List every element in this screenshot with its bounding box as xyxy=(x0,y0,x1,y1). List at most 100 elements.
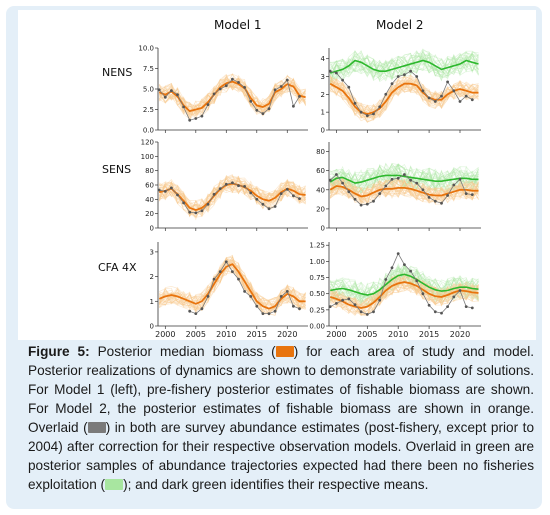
model-1-nens-posterior-realization xyxy=(158,75,306,114)
model-2-cfa-4x-survey-point xyxy=(347,297,351,301)
model-1-sens-ytick-label: 80 xyxy=(145,167,154,175)
model-2-sens-survey-point xyxy=(446,194,449,197)
model-2-cfa-4x-survey-point xyxy=(378,298,382,302)
model-2-sens-no-fishing-sample xyxy=(329,168,479,189)
model-2-cfa-4x-ytick-label: 0.25 xyxy=(309,306,325,314)
model-1-sens-survey-point xyxy=(163,190,167,193)
model-2-nens-posterior-realization xyxy=(329,80,479,122)
model-1-sens-survey-point xyxy=(255,197,259,201)
model-1-cfa-4x-posterior-realization xyxy=(158,256,306,309)
model-2-sens-survey-point xyxy=(415,181,419,185)
model-2-sens-no-fishing-sample xyxy=(329,163,479,196)
model-2-sens-survey-point xyxy=(464,192,468,196)
model-2-sens-ytick-label: 20 xyxy=(316,205,325,213)
model-1-sens-survey-point xyxy=(285,187,289,191)
model-2-nens-no-fishing-sample xyxy=(329,50,479,81)
model-1-cfa-4x-posterior-realization xyxy=(159,259,306,313)
col-title-model2: Model 2 xyxy=(376,18,424,32)
model-1-cfa-4x-survey-point xyxy=(279,295,283,298)
model-2-cfa-4x-survey-point xyxy=(335,302,338,305)
model-1-cfa-4x-ytick-label: 3 xyxy=(150,248,154,256)
model-1-nens-survey-point xyxy=(176,93,179,97)
model-1-sens-posterior-realization xyxy=(159,182,306,213)
x-tick-label-2000: 2000 xyxy=(155,330,175,339)
model-2-nens-no-fishing-sample xyxy=(330,49,479,80)
model-2-cfa-4x-survey-point xyxy=(470,306,474,310)
model-2-sens-survey-point xyxy=(396,176,400,180)
model-2-sens-survey-point xyxy=(335,173,338,176)
model-1-nens-survey-point xyxy=(212,92,216,96)
model-2-nens-posterior-realization xyxy=(330,77,479,120)
model-1-nens-survey-point xyxy=(218,87,222,91)
model-2-nens-ytick-label: 2 xyxy=(321,91,325,99)
model-2-sens-survey-point xyxy=(458,177,462,181)
model-2-cfa-4x-survey-point xyxy=(365,313,369,316)
model-2-cfa-4x-survey-point xyxy=(446,305,449,308)
model-1-cfa-4x-survey-point xyxy=(292,304,295,308)
model-2-sens-survey-point xyxy=(403,173,406,176)
model-2-nens-survey-point xyxy=(328,69,332,73)
caption-text-3: ) in both are survey abundance estimates… xyxy=(28,420,535,492)
model-2-cfa-4x-ytick-label: 0.00 xyxy=(309,323,325,331)
model-2-sens-survey-point xyxy=(353,197,357,201)
model-1-sens-ytick-label: 20 xyxy=(145,210,154,218)
model-2-sens-posterior-realization xyxy=(329,178,479,205)
model-2-sens-ytick-label: 0 xyxy=(321,225,325,233)
model-2-nens-survey-point xyxy=(452,89,456,93)
model-2-nens-no-fishing-sample xyxy=(330,53,479,82)
model-1-nens-ytick-label: 2.5 xyxy=(143,106,154,114)
model-1-sens-survey-point xyxy=(170,186,173,190)
model-1-nens-ytick-label: 10.0 xyxy=(138,45,154,53)
model-2-cfa-4x-no-fishing-sample xyxy=(330,267,479,301)
model-2-cfa-4x-no-fishing-sample xyxy=(330,266,479,305)
row-label-sens: SENS xyxy=(102,163,132,176)
model-2-sens-no-fishing-sample xyxy=(330,163,479,193)
model-1-sens-survey-point xyxy=(224,182,228,186)
model-1-cfa-4x-posterior-realization xyxy=(158,256,306,316)
model-1-sens-posterior-realization xyxy=(158,176,306,221)
model-2-nens-survey-point xyxy=(421,89,425,93)
model-2-nens-no-fishing-sample xyxy=(329,54,479,78)
figure-caption: Figure 5: Posterior median biomass () fo… xyxy=(28,342,534,494)
model-2-cfa-4x-median-line xyxy=(329,281,479,309)
orange-swatch xyxy=(275,346,294,357)
model-2-sens-no-fishing-sample xyxy=(330,162,479,194)
model-1-nens-survey-point xyxy=(188,118,192,122)
model-1-sens-survey-point xyxy=(261,202,265,206)
model-2-cfa-4x-posterior-realization xyxy=(329,277,479,317)
model-2-sens-survey-point xyxy=(384,184,388,188)
x-tick-label-2015: 2015 xyxy=(247,330,267,339)
model-1-nens-survey-point xyxy=(298,95,301,98)
model-1-nens-survey-point xyxy=(231,77,234,81)
model-2-cfa-4x-survey-point xyxy=(415,279,419,283)
model-2-cfa-4x-no-fishing-sample xyxy=(329,265,479,302)
x-tick-label-2020: 2020 xyxy=(450,330,470,339)
model-2-nens-survey-point xyxy=(378,105,382,109)
model-2-nens-posterior-realization xyxy=(329,76,479,119)
model-2-cfa-4x-posterior-realization xyxy=(330,283,479,316)
model-1-sens-survey-point xyxy=(188,210,192,214)
model-2-cfa-4x-survey-point xyxy=(396,252,400,256)
model-2-cfa-4x-survey-point xyxy=(403,263,406,266)
model-2-cfa-4x-ytick-label: 0.75 xyxy=(309,274,325,282)
x-tick-label-2005: 2005 xyxy=(357,330,377,339)
model-1-nens-posterior-realization xyxy=(158,80,306,114)
model-1-sens-survey-point xyxy=(182,201,186,205)
model-2-nens-no-fishing-sample xyxy=(329,48,479,80)
model-1-cfa-4x-survey-point xyxy=(237,277,240,281)
model-1-sens-survey-point xyxy=(212,192,216,196)
model-2-nens-survey-point xyxy=(464,94,468,98)
model-2-cfa-4x-posterior-realization xyxy=(330,275,479,313)
model-1-sens-survey-point xyxy=(218,187,222,191)
model-2-sens-no-fishing-sample xyxy=(330,163,479,193)
model-1-sens-ytick-label: 100 xyxy=(141,153,154,161)
model-2-sens-no-fishing-sample xyxy=(329,164,479,192)
model-1-cfa-4x-survey-point xyxy=(188,309,192,313)
row-label-nens: NENS xyxy=(102,66,133,79)
model-2-nens-no-fishing-sample xyxy=(330,52,479,81)
model-2-sens-posterior-realization xyxy=(330,180,479,203)
model-1-sens-posterior-realization xyxy=(158,175,306,213)
model-1-cfa-4x-survey-point xyxy=(255,304,259,308)
model-2-cfa-4x-posterior-realization xyxy=(330,282,479,317)
model-1-cfa-4x-posterior-realization xyxy=(159,257,306,311)
